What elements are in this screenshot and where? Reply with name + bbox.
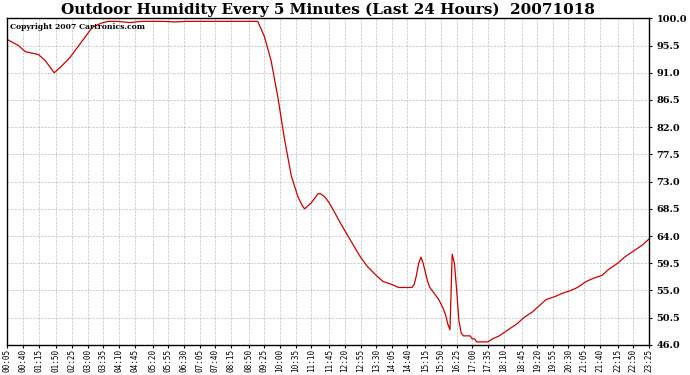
Title: Outdoor Humidity Every 5 Minutes (Last 24 Hours)  20071018: Outdoor Humidity Every 5 Minutes (Last 2… (61, 3, 595, 17)
Text: Copyright 2007 Cartronics.com: Copyright 2007 Cartronics.com (10, 23, 146, 31)
